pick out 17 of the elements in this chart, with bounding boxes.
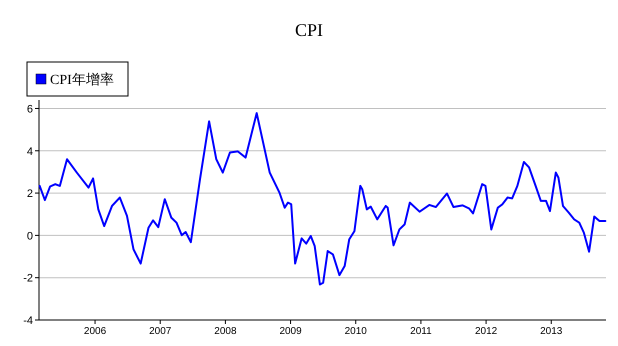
y-tick-label: 0	[26, 230, 33, 242]
x-tick-label: 2008	[214, 326, 237, 337]
x-tick-label: 2011	[410, 326, 432, 337]
y-tick-label: -2	[23, 272, 33, 285]
y-tick-label: 6	[26, 103, 33, 116]
y-tick-label: 2	[26, 188, 33, 200]
legend-label: CPI年增率	[50, 72, 114, 88]
x-tick-label: 2007	[149, 326, 172, 337]
x-tick-label: 2009	[279, 326, 302, 337]
legend: CPI年增率	[26, 62, 128, 96]
x-tick-label: 2013	[540, 326, 563, 337]
y-tick-label: -4	[23, 315, 33, 327]
x-tick-label: 2006	[84, 326, 107, 337]
y-tick-label: 4	[26, 146, 33, 158]
x-tick-label: 2012	[474, 326, 498, 337]
chart-title: CPI	[294, 20, 324, 40]
x-tick-label: 2010	[344, 326, 368, 337]
